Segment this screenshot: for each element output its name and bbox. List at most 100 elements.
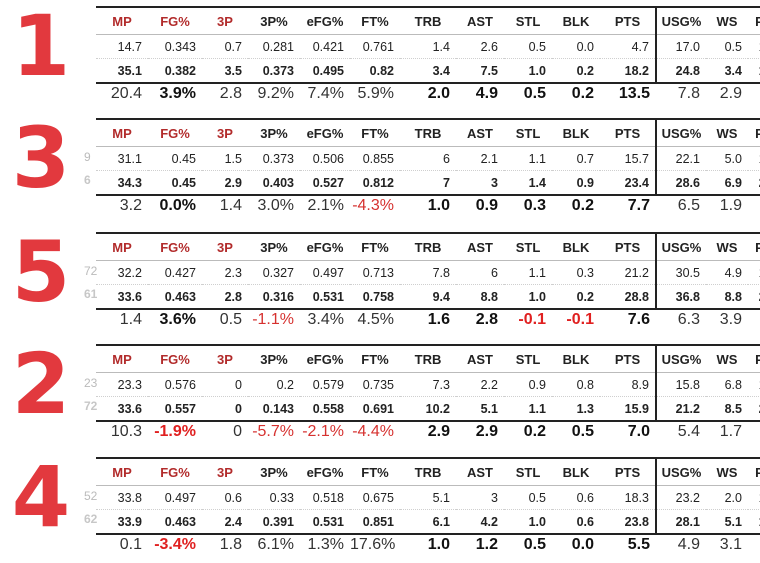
difference-value: 7.7	[627, 197, 650, 214]
table-cell: 1.1	[504, 260, 552, 285]
column-header[interactable]: MP	[96, 457, 148, 486]
difference-value: -4.3%	[352, 197, 394, 214]
table-cell: 2.3	[202, 260, 248, 285]
column-header[interactable]: MP	[96, 118, 148, 147]
column-header[interactable]: AST	[456, 457, 504, 486]
column-header[interactable]: PER	[748, 457, 760, 486]
column-header[interactable]: USG%	[655, 6, 706, 35]
column-header[interactable]: TRB	[400, 232, 456, 261]
column-header[interactable]: AST	[456, 232, 504, 261]
difference-value: -1.1%	[252, 311, 294, 328]
table-cell: 0.497	[300, 260, 350, 285]
difference-value: 1.7	[719, 423, 742, 440]
table-cell: 8.8	[706, 284, 748, 310]
table-cell: 23.4	[600, 170, 656, 196]
row-stub: 62	[84, 512, 98, 526]
column-header[interactable]: MP	[96, 6, 148, 35]
column-header[interactable]: FG%	[148, 344, 202, 373]
table-row: 1.4 3.6% 0.5 -1.1% 3.4% 4.5% 1.6 2.8 -0.1 -0.1 7.6…	[96, 308, 760, 332]
column-header[interactable]: BLK	[552, 344, 600, 373]
column-header[interactable]: 3P%	[248, 232, 300, 261]
column-header[interactable]: FT%	[350, 118, 400, 147]
column-header[interactable]: TRB	[400, 6, 456, 35]
column-header[interactable]: 3P	[202, 344, 248, 373]
column-header[interactable]: PER	[748, 6, 760, 35]
column-header[interactable]: BLK	[552, 232, 600, 261]
column-header[interactable]: 3P	[202, 118, 248, 147]
table-cell: 0.0	[552, 34, 600, 59]
column-header[interactable]: WS	[706, 457, 748, 486]
column-header[interactable]: AST	[456, 118, 504, 147]
column-header[interactable]: FT%	[350, 344, 400, 373]
column-header[interactable]: 3P%	[248, 6, 300, 35]
header-row: MPFG%3P3P%eFG%FT%TRBASTSTLBLKPTSUSG%WSPE…	[96, 232, 760, 261]
table-cell: 0.497	[148, 485, 202, 510]
difference-value: 0.5	[219, 311, 242, 328]
stats-table: MPFG%3P3P%eFG%FT%TRBASTSTLBLKPTSUSG%WSPE…	[96, 457, 760, 535]
column-header[interactable]: PTS	[600, 344, 656, 373]
column-header[interactable]: USG%	[655, 118, 706, 147]
column-header[interactable]: PER	[748, 232, 760, 261]
column-header[interactable]: PER	[748, 118, 760, 147]
column-header[interactable]: USG%	[655, 232, 706, 261]
column-header[interactable]: FT%	[350, 6, 400, 35]
column-header[interactable]: TRB	[400, 118, 456, 147]
column-header[interactable]: BLK	[552, 6, 600, 35]
column-header[interactable]: PER	[748, 344, 760, 373]
table-cell: 2.6	[456, 34, 504, 59]
column-header[interactable]: FT%	[350, 232, 400, 261]
column-header[interactable]: eFG%	[300, 457, 350, 486]
table-cell: 2.0	[706, 485, 748, 510]
column-header[interactable]: FG%	[148, 232, 202, 261]
column-header[interactable]: TRB	[400, 344, 456, 373]
column-header[interactable]: 3P	[202, 232, 248, 261]
column-header[interactable]: eFG%	[300, 6, 350, 35]
column-header[interactable]: BLK	[552, 118, 600, 147]
table-cell: 2.9	[202, 170, 248, 196]
column-header[interactable]: STL	[504, 232, 552, 261]
table-cell: 18.8	[748, 509, 760, 535]
column-header[interactable]: 3P%	[248, 344, 300, 373]
column-header[interactable]: FG%	[148, 118, 202, 147]
column-header[interactable]: PTS	[600, 457, 656, 486]
table-cell: 15.9	[600, 396, 656, 422]
column-header[interactable]: TRB	[400, 457, 456, 486]
column-header[interactable]: MP	[96, 232, 148, 261]
column-header[interactable]: 3P%	[248, 118, 300, 147]
column-header[interactable]: 3P	[202, 457, 248, 486]
table-cell: 0.576	[148, 372, 202, 397]
column-header[interactable]: WS	[706, 232, 748, 261]
table-cell: 0.5	[504, 34, 552, 59]
rank-number: 2	[11, 335, 71, 433]
column-header[interactable]: PTS	[600, 6, 656, 35]
difference-value: 0.0	[571, 536, 594, 553]
column-header[interactable]: BLK	[552, 457, 600, 486]
column-header[interactable]: STL	[504, 457, 552, 486]
column-header[interactable]: eFG%	[300, 344, 350, 373]
column-header[interactable]: FG%	[148, 6, 202, 35]
stat-block: 4 52 62 MP FG% 3P 3P% eFG% FT% TRB AST STL BLK PTS USG…	[0, 448, 760, 563]
column-header[interactable]: MP	[96, 344, 148, 373]
column-header[interactable]: eFG%	[300, 118, 350, 147]
column-header[interactable]: WS	[706, 118, 748, 147]
column-header[interactable]: FG%	[148, 457, 202, 486]
column-header[interactable]: WS	[706, 344, 748, 373]
column-header[interactable]: 3P	[202, 6, 248, 35]
table-cell: 27.6	[748, 284, 760, 310]
column-header[interactable]: PTS	[600, 118, 656, 147]
column-header[interactable]: 3P%	[248, 457, 300, 486]
column-header[interactable]: PTS	[600, 232, 656, 261]
column-header[interactable]: FT%	[350, 457, 400, 486]
column-header[interactable]: STL	[504, 118, 552, 147]
column-header[interactable]: AST	[456, 344, 504, 373]
table-cell: 0.281	[248, 34, 300, 59]
column-header[interactable]: USG%	[655, 344, 706, 373]
column-header[interactable]: eFG%	[300, 232, 350, 261]
column-header[interactable]: STL	[504, 344, 552, 373]
difference-value: 3.2	[119, 197, 142, 214]
column-header[interactable]: WS	[706, 6, 748, 35]
table-cell: 0.7	[202, 34, 248, 59]
column-header[interactable]: AST	[456, 6, 504, 35]
column-header[interactable]: USG%	[655, 457, 706, 486]
column-header[interactable]: STL	[504, 6, 552, 35]
